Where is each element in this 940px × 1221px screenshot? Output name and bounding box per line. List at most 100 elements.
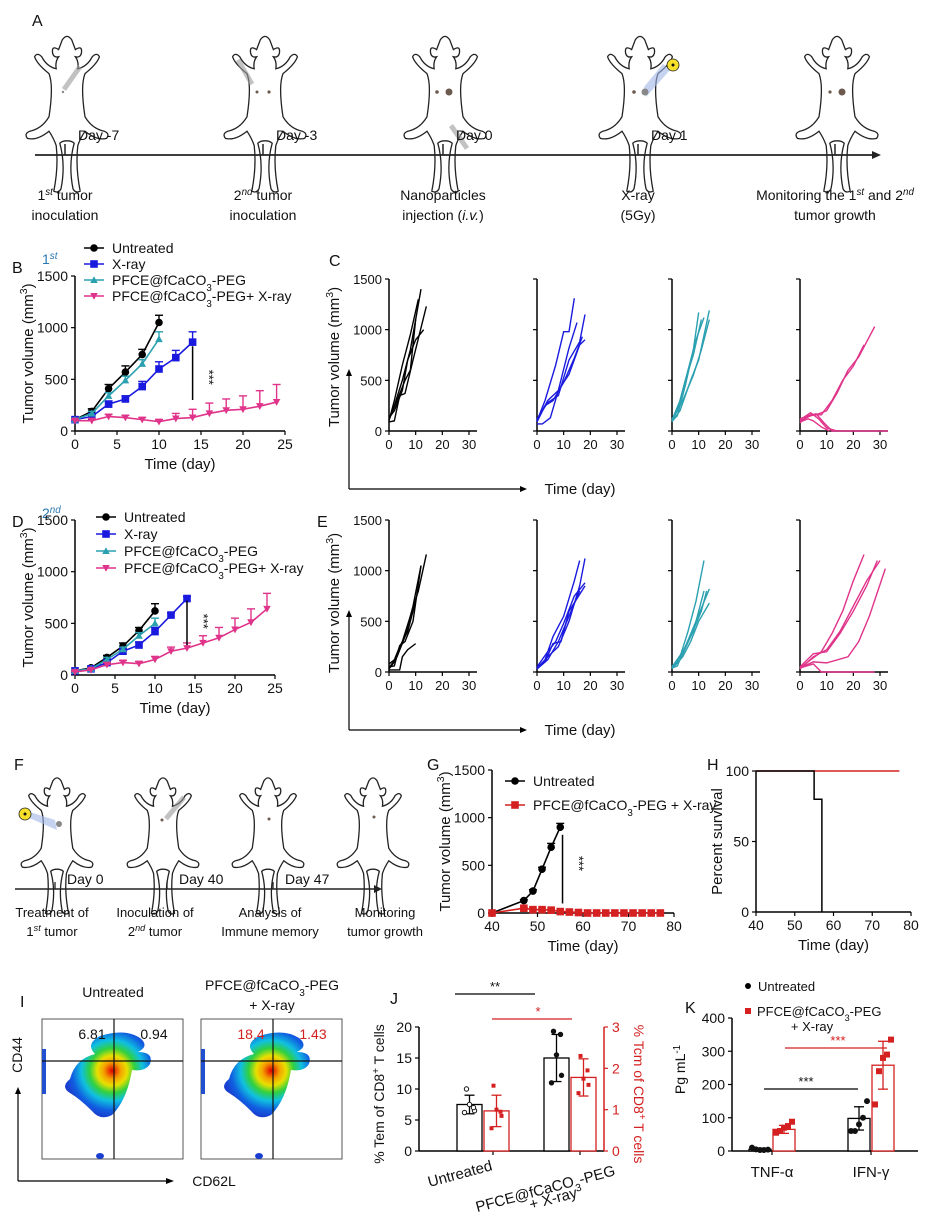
y-tick-label: 0 — [477, 905, 485, 921]
step-line1: Inoculation of — [116, 905, 194, 920]
y-tick-label: 50 — [733, 834, 749, 850]
legend-entry: X-ray — [124, 526, 157, 542]
step-line1: X-ray — [621, 187, 654, 203]
text-span: Analysis of — [239, 905, 302, 920]
text-span: ( — [458, 207, 463, 223]
text-span: CO — [278, 977, 299, 993]
panel-D: D 2nd 0 5 10 15 20 25 0 500 1000 1500 Time (day) Tumo… — [12, 505, 304, 718]
significance-stars: *** — [202, 370, 217, 385]
y-tick-label: 1000 — [353, 564, 382, 579]
x-tick-label: 20 — [435, 678, 449, 693]
text-span: CO — [606, 797, 627, 813]
mouse-illustration — [403, 35, 487, 193]
y-tick-label: 400 — [702, 1010, 726, 1026]
data-point — [88, 417, 96, 425]
subplot-2: 0 10 20 30 — [668, 278, 760, 452]
data-point — [183, 645, 191, 652]
significance-stars: *** — [572, 856, 587, 871]
text-span: CO — [197, 560, 218, 576]
data-point — [121, 376, 130, 384]
edge-population — [255, 1153, 263, 1159]
data-point — [138, 382, 146, 391]
y-tick-label: 100 — [726, 763, 750, 779]
x-tick-label: 10 — [819, 437, 833, 452]
individual-curve — [388, 306, 428, 423]
syringe-icon — [448, 124, 470, 150]
text-span: mm — [326, 544, 343, 569]
legend-marker — [745, 1008, 751, 1014]
panel-label-H: H — [707, 757, 719, 774]
individual-curve — [388, 299, 420, 422]
x-tick-label: 30 — [610, 678, 624, 693]
legend-marker — [102, 547, 110, 555]
panel-E: E 0 10 20 30 0 500 1000 1500 0 10 20 30 0 10 20 30 0 10 20 3… — [317, 513, 888, 739]
mouse-illustration — [20, 777, 94, 915]
data-point — [247, 619, 255, 627]
y-axis-title: % Tem of CD8+ T cells — [371, 1024, 388, 1164]
data-point — [205, 410, 214, 418]
text-span: 3 — [18, 288, 30, 294]
text-span: st — [45, 187, 54, 198]
individual-curve — [671, 319, 703, 420]
data-point — [188, 338, 197, 346]
y-tick-label: 1500 — [353, 272, 382, 287]
text-span: PFCE@fCa — [112, 288, 186, 304]
data-point — [864, 1098, 870, 1105]
x-tick-label: 50 — [530, 918, 546, 934]
text-span: 3 — [206, 283, 212, 294]
data-point — [529, 887, 537, 895]
data-point — [231, 626, 239, 634]
significance-stars: *** — [830, 1033, 845, 1048]
text-span: % Tem of — [371, 1102, 387, 1164]
individual-curve — [799, 418, 830, 432]
x-tick-label: IFN-γ — [853, 1164, 890, 1181]
y-tick-label: 1000 — [37, 564, 68, 580]
text-span: nd — [242, 187, 253, 198]
panel-F: F Day 0 Day 40 Day 47 Treatment of 1st tumor I… — [14, 757, 423, 939]
text-span: -PEG — [850, 1004, 882, 1019]
text-span: 2 — [895, 187, 903, 203]
data-point — [553, 1052, 560, 1058]
text-span: tumor — [41, 924, 79, 939]
text-span: Untreated — [124, 509, 185, 525]
quadrant-value-right: 1.43 — [299, 1026, 326, 1042]
data-point — [777, 1128, 783, 1135]
panel-label-B: B — [12, 260, 23, 277]
data-point — [119, 645, 127, 653]
data-point — [87, 666, 95, 674]
x-tick-label: 10 — [819, 678, 833, 693]
data-point — [466, 1101, 473, 1108]
x-tick-label: 10 — [691, 678, 705, 693]
text-span: mm — [326, 298, 343, 323]
data-point — [765, 1146, 771, 1153]
data-point — [461, 1109, 468, 1116]
data-point — [872, 1101, 878, 1108]
individual-curve — [536, 590, 581, 670]
text-span: st — [50, 251, 59, 262]
panel-label-F: F — [14, 757, 24, 774]
y-tick-label: 10 — [396, 1081, 412, 1097]
plot-title: PFCE@fCaCO3-PEG — [205, 977, 339, 999]
y-tick-label: 500 — [360, 373, 382, 388]
x-tick-label: 20 — [718, 437, 732, 452]
data-point — [155, 318, 163, 327]
legend-marker — [102, 564, 110, 572]
y-axis-title: Tumor volume (mm3) — [18, 527, 37, 667]
y-tick-label: 15 — [396, 1050, 412, 1066]
series-line — [74, 322, 160, 421]
individual-curve — [388, 565, 422, 668]
legend-marker — [511, 777, 519, 785]
x-tick-label: 80 — [903, 917, 919, 933]
text-span: i.v. — [462, 207, 479, 223]
individual-curve — [536, 582, 586, 668]
y-arrow-head — [15, 1087, 21, 1094]
x-tick-label: 0 — [796, 678, 803, 693]
x-tick-label: 60 — [575, 918, 591, 934]
x-tick-label: 0 — [385, 437, 392, 452]
x-tick-label: 0 — [796, 437, 803, 452]
text-span: Monitoring the — [756, 187, 849, 203]
data-point — [188, 414, 197, 422]
x-tick-label: 30 — [873, 437, 887, 452]
step-line1: Treatment of — [15, 905, 89, 920]
